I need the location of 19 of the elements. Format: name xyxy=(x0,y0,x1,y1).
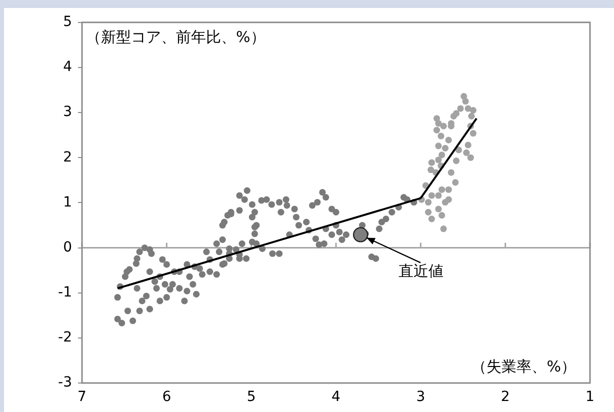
x-tick-label: 3 xyxy=(416,389,426,406)
annotation: 直近値 xyxy=(398,262,444,280)
y-tick-label: 5 xyxy=(63,14,72,30)
x-tick-label: 5 xyxy=(246,389,256,406)
x-tick-label: 4 xyxy=(332,389,341,406)
y-tick-label: -3 xyxy=(58,374,72,391)
y-axis-title: （新型コア、前年比、%） xyxy=(86,28,266,46)
x-tick-label: 2 xyxy=(500,389,510,406)
y-tick-label: -2 xyxy=(58,330,72,346)
x-tick-label: 6 xyxy=(162,389,172,406)
y-tick-label: -1 xyxy=(58,284,72,300)
y-tick-label: 2 xyxy=(63,149,72,166)
y-tick-label: 4 xyxy=(63,59,72,76)
x-axis-title: （失業率、%） xyxy=(472,357,576,376)
y-tick-label: 1 xyxy=(63,194,72,210)
x-tick-label: 7 xyxy=(78,389,86,406)
x-tick-label: 1 xyxy=(586,389,594,406)
y-tick-label: 3 xyxy=(63,104,72,120)
y-tick-label: 0 xyxy=(63,239,72,256)
